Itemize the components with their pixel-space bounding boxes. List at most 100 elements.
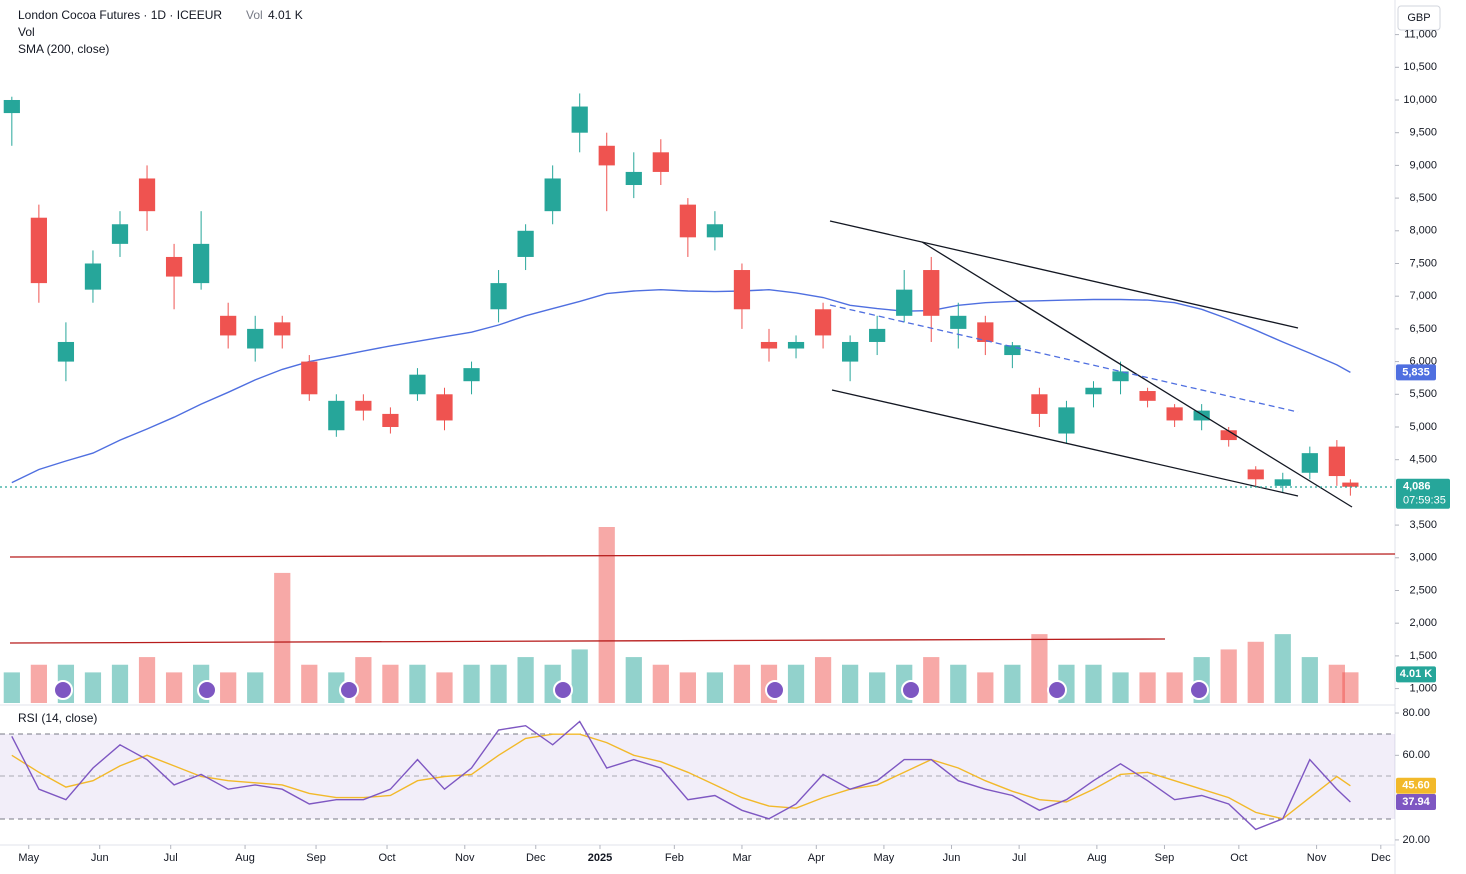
candle-body bbox=[274, 322, 291, 336]
candle-body bbox=[1166, 407, 1183, 421]
sma-line bbox=[11, 288, 1351, 484]
volume-bar bbox=[436, 672, 453, 703]
rsi-line bbox=[11, 720, 1351, 831]
volume-bar bbox=[1274, 634, 1291, 703]
x-tick-label: Nov bbox=[455, 852, 475, 864]
x-tick-label: Sep bbox=[1155, 852, 1175, 864]
candle-body bbox=[220, 315, 237, 336]
countdown: 07:59:35 bbox=[1403, 495, 1446, 507]
volume-bar bbox=[111, 664, 129, 703]
candle-body bbox=[409, 374, 426, 395]
candle-body bbox=[923, 270, 940, 316]
volume-bar bbox=[328, 672, 345, 703]
last-price-box bbox=[1396, 478, 1450, 509]
y-tick-label: 9,000 bbox=[1409, 159, 1437, 171]
volume-bar bbox=[1031, 634, 1048, 703]
event-icon[interactable] bbox=[901, 680, 921, 700]
y-tick-label: 1,500 bbox=[1409, 650, 1437, 662]
volume-bar bbox=[1247, 641, 1264, 703]
volume-bar bbox=[977, 672, 994, 703]
chart-title: London Cocoa Futures · 1D · ICEEUR bbox=[18, 8, 222, 22]
volume-last-label: 4.01 K bbox=[1400, 668, 1432, 680]
candle-body bbox=[733, 270, 751, 310]
y-tick-label: 5,500 bbox=[1409, 388, 1437, 400]
volume-bar bbox=[1301, 657, 1318, 703]
volume-bar bbox=[1220, 649, 1237, 703]
volume-bar bbox=[490, 664, 507, 703]
event-icon[interactable] bbox=[553, 680, 573, 700]
candle-body bbox=[787, 341, 805, 349]
y-tick-label: 2,000 bbox=[1409, 617, 1437, 629]
volume-bar bbox=[409, 664, 426, 703]
volume-bar bbox=[1342, 672, 1359, 703]
event-icon[interactable] bbox=[339, 680, 359, 700]
x-tick-label: Oct bbox=[378, 852, 395, 864]
candle-body bbox=[1247, 469, 1264, 480]
currency-button[interactable] bbox=[1397, 5, 1441, 31]
x-tick-label: May bbox=[18, 852, 39, 864]
y-tick-label: 11,000 bbox=[1404, 29, 1437, 41]
volume-bar bbox=[355, 657, 372, 703]
x-tick-label: Jun bbox=[91, 852, 109, 864]
candle-body bbox=[1274, 479, 1291, 486]
candle-body bbox=[1058, 407, 1075, 434]
candle-body bbox=[3, 99, 20, 114]
event-icon[interactable] bbox=[765, 680, 785, 700]
volume-bar bbox=[679, 672, 696, 703]
volume-bar bbox=[842, 664, 859, 703]
x-tick-label: Sep bbox=[306, 852, 326, 864]
volume-legend: Vol bbox=[18, 25, 35, 39]
candle-body bbox=[1301, 453, 1318, 473]
candle-body bbox=[760, 341, 778, 349]
candle-body bbox=[896, 289, 913, 316]
y-tick-label: 10,000 bbox=[1403, 94, 1437, 106]
y-tick-label: 8,500 bbox=[1409, 192, 1437, 204]
event-icon[interactable] bbox=[1189, 680, 1209, 700]
rsi-ma-last-label: 45.60 bbox=[1402, 780, 1430, 792]
volume-bar bbox=[1328, 664, 1345, 703]
volume-bar bbox=[220, 672, 237, 703]
candle-body bbox=[193, 243, 210, 284]
events bbox=[53, 680, 1209, 700]
drawings bbox=[0, 220, 1396, 644]
candle-body bbox=[436, 394, 453, 421]
event-icon[interactable] bbox=[197, 680, 217, 700]
volume-last-label-box bbox=[1396, 666, 1436, 683]
volume-bar bbox=[382, 664, 399, 703]
x-tick-label: 2025 bbox=[588, 852, 612, 864]
event-icon[interactable] bbox=[1047, 680, 1067, 700]
volume-bar bbox=[517, 657, 534, 703]
x-tick-label: Apr bbox=[808, 852, 825, 864]
candle-body bbox=[301, 361, 318, 395]
candle-body bbox=[247, 328, 264, 349]
volume-bar bbox=[247, 672, 264, 703]
y-tick-label: 2,500 bbox=[1409, 584, 1437, 596]
x-tick-label: Aug bbox=[1087, 852, 1107, 864]
candle-body bbox=[1139, 391, 1156, 401]
candle-body bbox=[463, 368, 480, 382]
candle-body bbox=[1193, 410, 1210, 421]
x-tick-label: Mar bbox=[732, 852, 751, 864]
candle-body bbox=[490, 283, 507, 310]
volume-line bbox=[9, 638, 1166, 644]
x-tick-label: Nov bbox=[1307, 852, 1327, 864]
trendline bbox=[829, 220, 1299, 329]
x-tick-label: Jul bbox=[164, 852, 178, 864]
x-tick-label: Aug bbox=[235, 852, 255, 864]
candle-body bbox=[1328, 446, 1345, 477]
currency[interactable]: GBP bbox=[1407, 12, 1430, 24]
volume-bar bbox=[950, 664, 967, 703]
x-tick-label: May bbox=[874, 852, 895, 864]
event-icon[interactable] bbox=[53, 680, 73, 700]
volume-bar bbox=[869, 672, 886, 703]
volume-bar bbox=[1004, 664, 1021, 703]
rsi-tick-label: 20.00 bbox=[1402, 834, 1430, 846]
volume-bar bbox=[138, 657, 156, 703]
volume-bar bbox=[625, 657, 642, 703]
candle-body bbox=[30, 217, 47, 284]
trendline bbox=[831, 389, 1299, 497]
volume-bar bbox=[463, 664, 480, 703]
y-tick-label: 9,500 bbox=[1409, 127, 1437, 139]
volume-bar bbox=[598, 527, 615, 703]
